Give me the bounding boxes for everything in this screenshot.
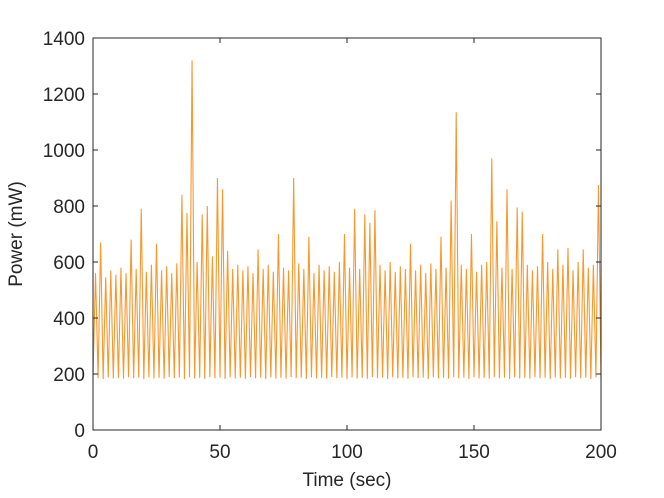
x-axis-label: Time (sec)	[302, 470, 391, 491]
x-tick-label: 0	[88, 442, 99, 463]
x-tick-label: 150	[458, 442, 490, 463]
y-tick-label: 600	[53, 253, 85, 274]
y-tick-label: 800	[53, 197, 85, 218]
y-tick-label: 1400	[43, 29, 85, 50]
y-axis-label: Power (mW)	[6, 181, 27, 287]
y-tick-label: 200	[53, 365, 85, 386]
y-tick-label: 0	[74, 421, 85, 442]
x-tick-label: 200	[585, 442, 617, 463]
x-tick-label: 100	[331, 442, 363, 463]
x-tick-label: 50	[209, 442, 230, 463]
y-tick-label: 400	[53, 309, 85, 330]
y-tick-label: 1200	[43, 85, 85, 106]
y-tick-label: 1000	[43, 141, 85, 162]
data-line	[92, 60, 602, 380]
